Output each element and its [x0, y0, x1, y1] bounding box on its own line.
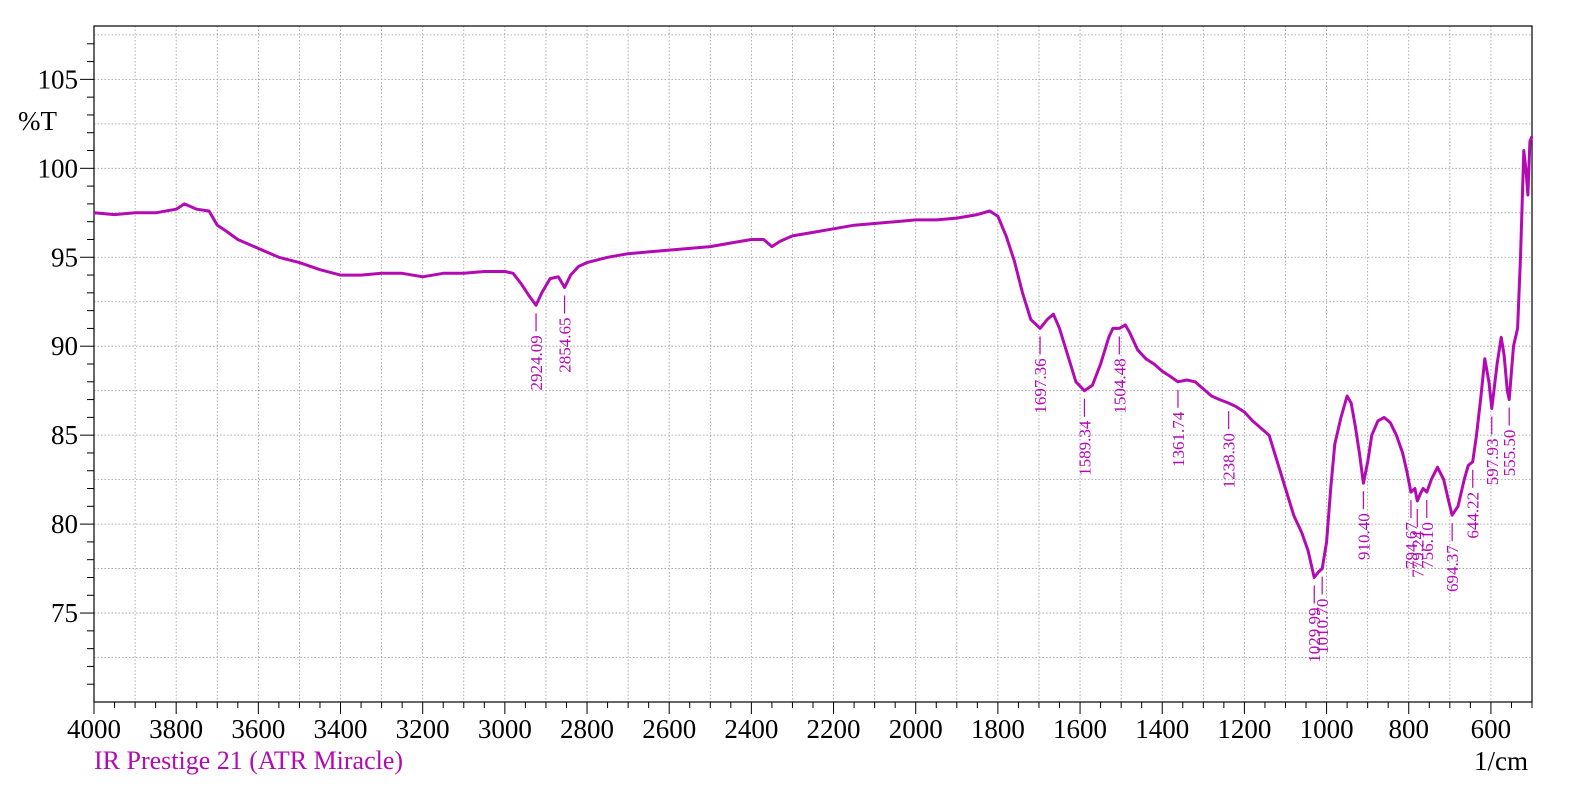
peak-annotation: 644.22: [1464, 469, 1483, 539]
minor-ticks: [80, 43, 1533, 714]
peak-annotation: 1238.30: [1220, 411, 1239, 488]
peak-annotation: 1361.74: [1169, 389, 1188, 467]
x-tick-label: 2600: [642, 714, 696, 744]
peak-label: 910.40: [1354, 513, 1373, 560]
peak-annotation: 1029.99: [1305, 585, 1324, 663]
peak-annotation: 1697.36: [1031, 336, 1050, 414]
peak-label: 794.67: [1402, 522, 1421, 569]
peak-label: 1589.34: [1075, 420, 1094, 476]
x-axis: 4000 3800 3600 3400 3200 3000 2800 2600 2400 2200…: [67, 714, 1511, 744]
x-tick-label: 600: [1471, 714, 1512, 744]
spectrum-line: [93, 135, 1534, 579]
x-tick-label: 2200: [807, 714, 861, 744]
x-tick-label: 3200: [396, 714, 450, 744]
peak-label: 756.10: [1418, 522, 1437, 569]
y-tick-label: 95: [51, 242, 78, 272]
x-tick-label: 4000: [67, 714, 121, 744]
peak-annotation: 779.24: [1408, 508, 1427, 578]
peak-annotation: 1589.34: [1075, 398, 1094, 476]
peak-annotation: 694.37: [1443, 523, 1462, 592]
y-tick-label: 90: [51, 331, 78, 361]
x-tick-label: 2400: [724, 714, 778, 744]
y-tick-label: 75: [51, 598, 78, 628]
y-tick-label: 85: [51, 420, 78, 450]
peak-label: 1697.36: [1031, 358, 1050, 413]
x-tick-label: 800: [1388, 714, 1429, 744]
peak-label: 1361.74: [1169, 411, 1188, 467]
y-tick-label: 105: [38, 64, 79, 94]
x-tick-label: 3600: [231, 714, 285, 744]
peak-label: 779.24: [1408, 530, 1427, 577]
peak-label: 1029.99: [1305, 607, 1324, 662]
peak-label: 1010.70: [1313, 599, 1332, 654]
y-axis-unit-label: %T: [18, 106, 57, 136]
peak-label: 597.93: [1483, 438, 1502, 485]
x-tick-label: 3000: [478, 714, 532, 744]
peak-label: 644.22: [1464, 492, 1483, 539]
y-tick-label: 80: [51, 509, 78, 539]
instrument-label: IR Prestige 21 (ATR Miracle): [94, 746, 404, 775]
grid: [94, 26, 1532, 702]
peak-annotations: 2924.09 2854.65 1697.36 1589.34 1504.48 1361.…: [527, 295, 1519, 663]
y-tick-label: 100: [38, 153, 79, 183]
peak-annotation: 555.50: [1500, 407, 1519, 477]
peak-label: 1504.48: [1110, 358, 1129, 413]
peak-label: 2854.65: [556, 318, 575, 373]
peak-annotation: 2924.09: [527, 313, 546, 391]
x-tick-label: 1600: [1053, 714, 1107, 744]
peak-label: 2924.09: [527, 335, 546, 390]
peak-annotation: 1504.48: [1110, 336, 1129, 414]
x-tick-label: 3400: [314, 714, 368, 744]
x-tick-label: 3800: [149, 714, 203, 744]
peak-annotation: 597.93: [1483, 416, 1502, 485]
x-tick-label: 1000: [1300, 714, 1354, 744]
peak-label: 1238.30: [1220, 433, 1239, 488]
x-tick-label: 2000: [889, 714, 943, 744]
peak-annotation: 756.10: [1418, 500, 1437, 569]
x-tick-label: 1400: [1135, 714, 1189, 744]
x-tick-label: 1200: [1217, 714, 1271, 744]
x-tick-label: 1800: [971, 714, 1025, 744]
peak-annotation: 1010.70: [1313, 576, 1332, 654]
peak-label: 555.50: [1500, 430, 1519, 477]
x-tick-label: 2800: [560, 714, 614, 744]
peak-annotation: 910.40: [1354, 491, 1373, 560]
peak-annotation: 2854.65: [556, 295, 575, 373]
x-axis-unit-label: 1/cm: [1474, 746, 1528, 776]
peak-label: 694.37: [1443, 545, 1462, 592]
peak-annotation: 794.67: [1402, 500, 1421, 569]
y-axis: 75 80 85 90 95 100 105: [38, 64, 79, 628]
